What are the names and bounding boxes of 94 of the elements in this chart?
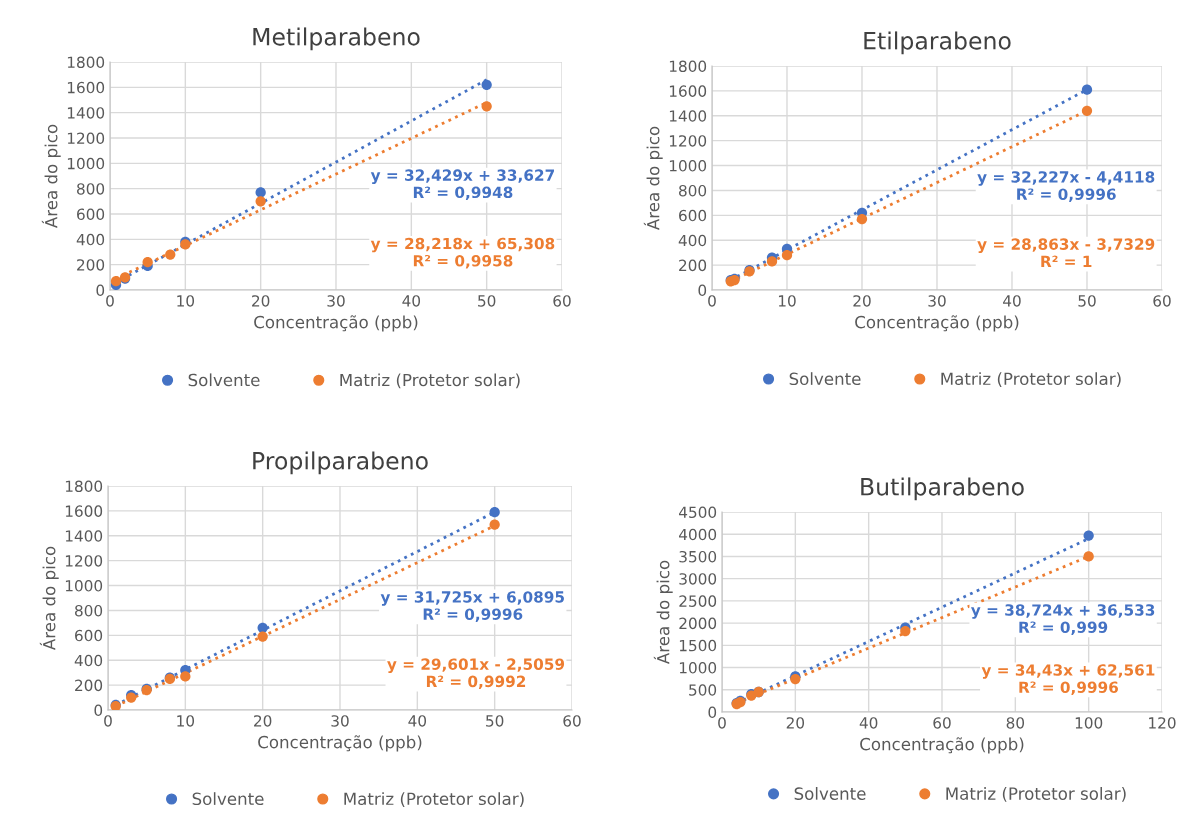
- y-tick-label: 400: [678, 234, 707, 247]
- x-tick-label: 30: [331, 715, 349, 727]
- annotation: y = 34,43x + 62,561 R² = 0,9996: [981, 664, 1155, 695]
- y-tick-label: 1000: [67, 157, 105, 170]
- annotation: y = 28,218x + 65,308 R² = 0,9958: [370, 237, 555, 269]
- legend-label: Solvente: [192, 792, 264, 806]
- x-tick-label: 60: [933, 717, 951, 729]
- x-tick-label: 0: [718, 717, 726, 729]
- y-tick-label: 200: [679, 259, 707, 272]
- y-tick-label: 200: [75, 679, 103, 692]
- y-tick-label: 800: [75, 604, 103, 617]
- legend-label: Solvente: [789, 372, 861, 386]
- y-tick-label: 600: [75, 629, 103, 642]
- x-tick-label: 20: [786, 717, 805, 729]
- x-axis-title: Concentração (ppb): [258, 735, 422, 752]
- legend-label: Solvente: [794, 787, 866, 800]
- y-tick-label: 500: [689, 684, 717, 696]
- y-tick-label: 1600: [67, 81, 105, 94]
- x-tick-label: 20: [853, 295, 871, 307]
- y-axis-title: Área do pico: [653, 560, 673, 665]
- x-tick-label: 60: [1153, 295, 1171, 307]
- x-tick-label: 120: [1149, 717, 1176, 729]
- y-axis-title: Área do pico: [643, 126, 663, 231]
- y-tick-label: 1400: [65, 530, 103, 542]
- x-tick-label: 10: [177, 715, 195, 727]
- x-tick-label: 0: [106, 295, 114, 307]
- y-tick-label: 1000: [65, 580, 103, 592]
- y-tick-label: 1600: [669, 85, 707, 97]
- y-tick-label: 1000: [679, 662, 717, 674]
- x-axis-title: Concentração (ppb): [855, 315, 1019, 332]
- annotation: y = 28,863x - 3,7329 R² = 1: [977, 238, 1155, 267]
- x-tick-label: 40: [859, 717, 878, 729]
- y-tick-label: 1800: [669, 60, 707, 73]
- legend-label: Solvente: [188, 373, 260, 387]
- chart-title: Butilparabeno: [861, 477, 1024, 501]
- chart-title: Metilparabeno: [253, 27, 420, 51]
- x-tick-label: 30: [928, 295, 946, 307]
- x-tick-label: 10: [177, 295, 195, 307]
- y-axis-title: Área do pico: [41, 124, 61, 229]
- y-tick-label: 600: [679, 209, 707, 222]
- x-tick-label: 10: [778, 295, 796, 307]
- y-tick-label: 2000: [679, 617, 717, 630]
- x-tick-label: 40: [402, 295, 421, 307]
- y-tick-label: 1200: [669, 135, 707, 147]
- y-tick-label: 1400: [67, 107, 105, 119]
- y-tick-label: 0: [698, 284, 707, 297]
- x-tick-label: 100: [1075, 717, 1103, 729]
- y-tick-label: 1500: [679, 639, 717, 652]
- annotation: y = 32,429x + 33,627 R² = 0,9948: [370, 169, 555, 201]
- x-tick-label: 50: [486, 715, 504, 727]
- y-tick-label: 1200: [67, 132, 105, 145]
- annotation: y = 31,725x + 6,0895 R² = 0,9996: [380, 591, 564, 622]
- y-tick-label: 1000: [669, 160, 707, 172]
- chart-title: Propilparabeno: [253, 451, 428, 475]
- y-tick-label: 800: [679, 184, 707, 197]
- y-tick-label: 3000: [679, 573, 717, 585]
- y-tick-label: 0: [94, 704, 103, 717]
- chart-title: Etilparabeno: [864, 31, 1011, 55]
- x-tick-label: 60: [563, 715, 581, 727]
- x-tick-label: 50: [1078, 295, 1096, 307]
- x-tick-label: 80: [1006, 717, 1025, 729]
- y-axis-title: Área do pico: [39, 546, 59, 651]
- y-tick-label: 600: [77, 208, 105, 221]
- x-axis-title: Concentração (ppb): [860, 737, 1024, 754]
- y-tick-label: 4000: [679, 528, 717, 541]
- annotation: y = 29,601x - 2,5059 R² = 0,9992: [387, 658, 565, 690]
- x-tick-label: 30: [327, 295, 345, 307]
- legend-label: Matriz (Protetor solar): [344, 792, 524, 808]
- legend-label: Matriz (Protetor solar): [340, 373, 520, 389]
- x-tick-label: 40: [408, 715, 427, 727]
- x-tick-label: 50: [478, 295, 496, 307]
- y-tick-label: 1800: [65, 480, 103, 493]
- y-tick-label: 800: [77, 183, 105, 195]
- x-tick-label: 40: [1003, 295, 1021, 307]
- x-tick-label: 20: [252, 295, 270, 307]
- y-tick-label: 1200: [65, 555, 103, 567]
- y-tick-label: 0: [708, 706, 717, 719]
- x-axis-title: Concentração (ppb): [254, 315, 418, 332]
- y-tick-label: 400: [76, 233, 105, 246]
- legend-label: Matriz (Protetor solar): [946, 787, 1126, 802]
- x-tick-label: 60: [553, 295, 571, 307]
- y-tick-label: 1800: [67, 56, 105, 69]
- y-tick-label: 400: [74, 654, 103, 667]
- y-tick-label: 0: [96, 284, 105, 297]
- annotation: y = 38,724x + 36,533 R² = 0,999: [970, 604, 1155, 635]
- legend-label: Matriz (Protetor solar): [941, 372, 1121, 388]
- y-tick-label: 4500: [679, 506, 717, 519]
- annotation: y = 32,227x - 4,4118 R² = 0,9996: [977, 171, 1155, 202]
- x-tick-label: 20: [254, 715, 272, 727]
- y-tick-label: 1400: [669, 110, 707, 122]
- y-tick-label: 2500: [679, 595, 717, 607]
- y-tick-label: 200: [77, 259, 105, 271]
- y-tick-label: 3500: [679, 550, 717, 563]
- y-tick-label: 1600: [65, 505, 103, 517]
